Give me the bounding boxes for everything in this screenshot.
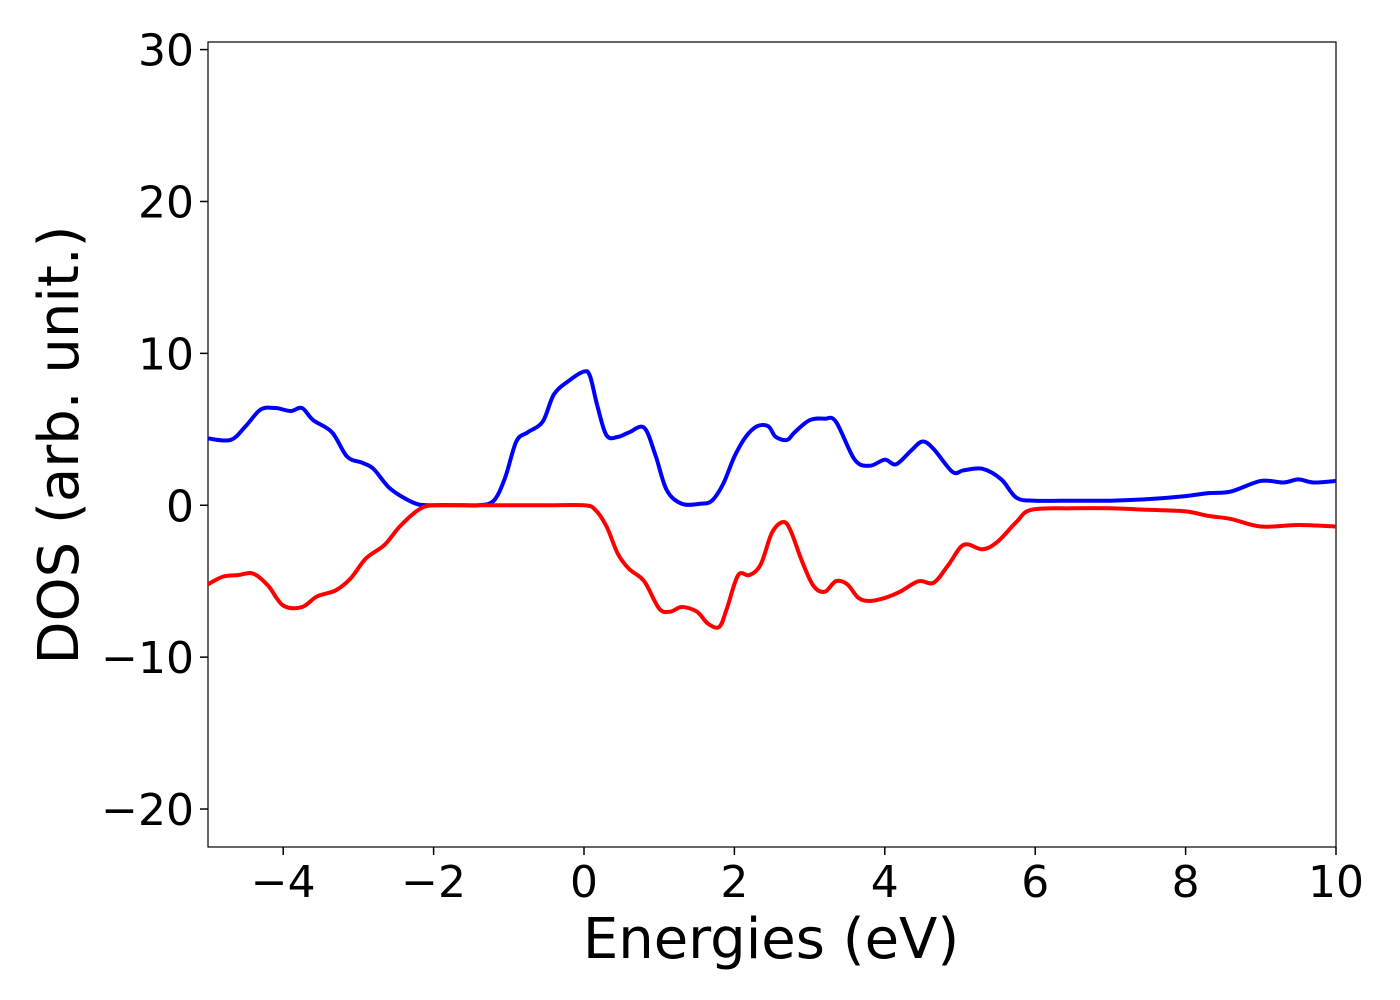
y-tick-label: 10: [138, 329, 194, 380]
x-tick-label: 8: [1172, 857, 1200, 908]
series-line-1: [208, 369, 1336, 508]
y-tick-label: −10: [101, 633, 194, 684]
x-axis-label: Energies (eV): [583, 907, 959, 972]
x-tick-label: −2: [401, 857, 466, 908]
x-tick-label: 6: [1021, 857, 1049, 908]
y-tick-label: 20: [138, 177, 194, 228]
x-tick-label: 2: [720, 857, 748, 908]
y-axis-label: DOS (arb. unit.): [27, 225, 92, 664]
plot-frame: [207, 41, 1337, 848]
x-tick-label: −4: [251, 857, 316, 908]
series-layer: [208, 369, 1336, 630]
x-tick-label: 10: [1308, 857, 1364, 908]
y-tick-label: −20: [101, 785, 194, 836]
x-tick-label: 4: [871, 857, 899, 908]
plot-area: [207, 41, 1337, 848]
x-axis-ticks: −4 −2 0 2 4 6 8 10: [251, 847, 1364, 908]
series-line-2: [208, 502, 1336, 630]
y-tick-label: 0: [166, 481, 194, 532]
x-tick-label: 0: [570, 857, 598, 908]
y-axis-ticks: −20 −10 0 10 20 30: [101, 26, 208, 836]
y-tick-label: 30: [138, 26, 194, 77]
